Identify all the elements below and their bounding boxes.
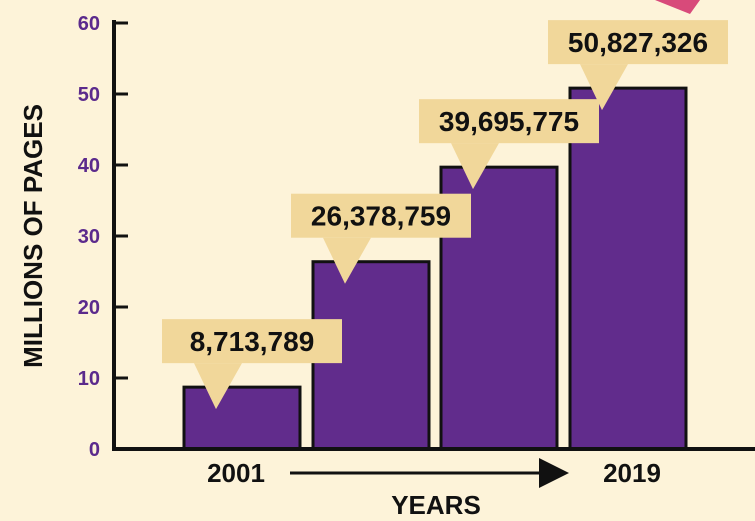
decorative-corner-shape xyxy=(655,0,700,14)
data-label-box-1 xyxy=(291,193,471,238)
data-label-pointer-1 xyxy=(323,237,371,284)
bars-group xyxy=(182,86,688,451)
data-label-0: 8,713,789 xyxy=(190,326,315,357)
x-end-label: 2019 xyxy=(603,458,661,488)
y-tick-label-0: 0 xyxy=(89,439,100,461)
data-label-pointer-3 xyxy=(580,64,628,111)
y-axis-title: MILLIONS OF PAGES xyxy=(18,104,48,368)
data-label-3: 50,827,326 xyxy=(568,27,708,58)
x-start-label: 2001 xyxy=(207,458,265,488)
y-tick-label-5: 50 xyxy=(78,84,100,106)
data-label-pointer-0 xyxy=(194,363,242,410)
y-tick-label-3: 30 xyxy=(78,226,100,248)
data-label-box-0 xyxy=(162,319,342,364)
bar-0 xyxy=(182,385,302,451)
data-label-pointer-2 xyxy=(451,143,499,190)
y-axis-ticks: 0 10 20 30 40 50 60 xyxy=(78,13,128,461)
data-label-2: 39,695,775 xyxy=(439,106,579,137)
data-label-box-3 xyxy=(548,20,728,65)
y-tick-label-2: 20 xyxy=(78,297,100,319)
y-tick-label-6: 60 xyxy=(78,13,100,35)
data-label-1: 26,378,759 xyxy=(311,201,451,232)
data-label-box-2 xyxy=(419,99,599,144)
bar-3 xyxy=(568,86,688,451)
data-labels-group: 8,713,789 26,378,759 39,695,775 50,827,326 xyxy=(162,20,728,410)
x-axis-title: YEARS xyxy=(391,490,481,520)
y-tick-label-4: 40 xyxy=(78,155,100,177)
y-tick-label-1: 10 xyxy=(78,368,100,390)
